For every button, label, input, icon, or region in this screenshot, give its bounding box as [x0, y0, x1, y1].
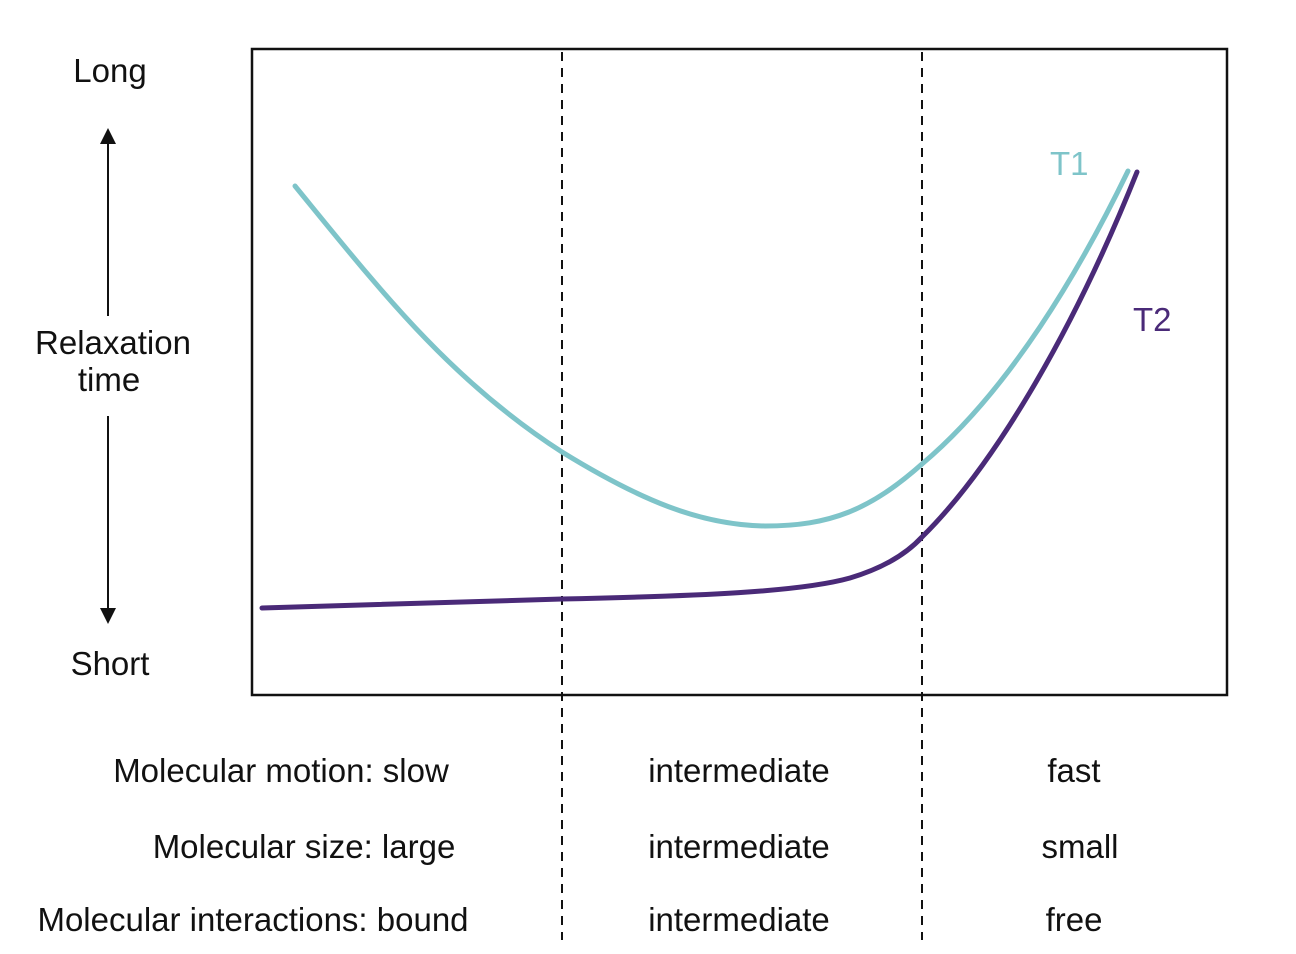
row-interactions-label: Molecular interactions: bound: [37, 901, 468, 938]
plot-frame: [250, 47, 1229, 697]
row-size-right: small: [1041, 828, 1118, 865]
row-motion-right: fast: [1047, 752, 1100, 789]
y-axis-long: Long: [73, 52, 146, 89]
t2-curve: [259, 169, 1140, 611]
y-axis-title-line1: Relaxation: [35, 324, 191, 361]
y-axis-short: Short: [71, 645, 150, 682]
t2-label: T2: [1133, 301, 1172, 338]
row-size-mid: intermediate: [648, 828, 830, 865]
row-motion-mid: intermediate: [648, 752, 830, 789]
t1-curve: [292, 168, 1131, 529]
t1-label: T1: [1050, 145, 1089, 182]
row-interactions-right: free: [1046, 901, 1103, 938]
row-motion-label: Molecular motion: slow: [113, 752, 449, 789]
row-size-label: Molecular size: large: [153, 828, 456, 865]
row-interactions-mid: intermediate: [648, 901, 830, 938]
y-axis-title-line2: time: [78, 361, 140, 398]
